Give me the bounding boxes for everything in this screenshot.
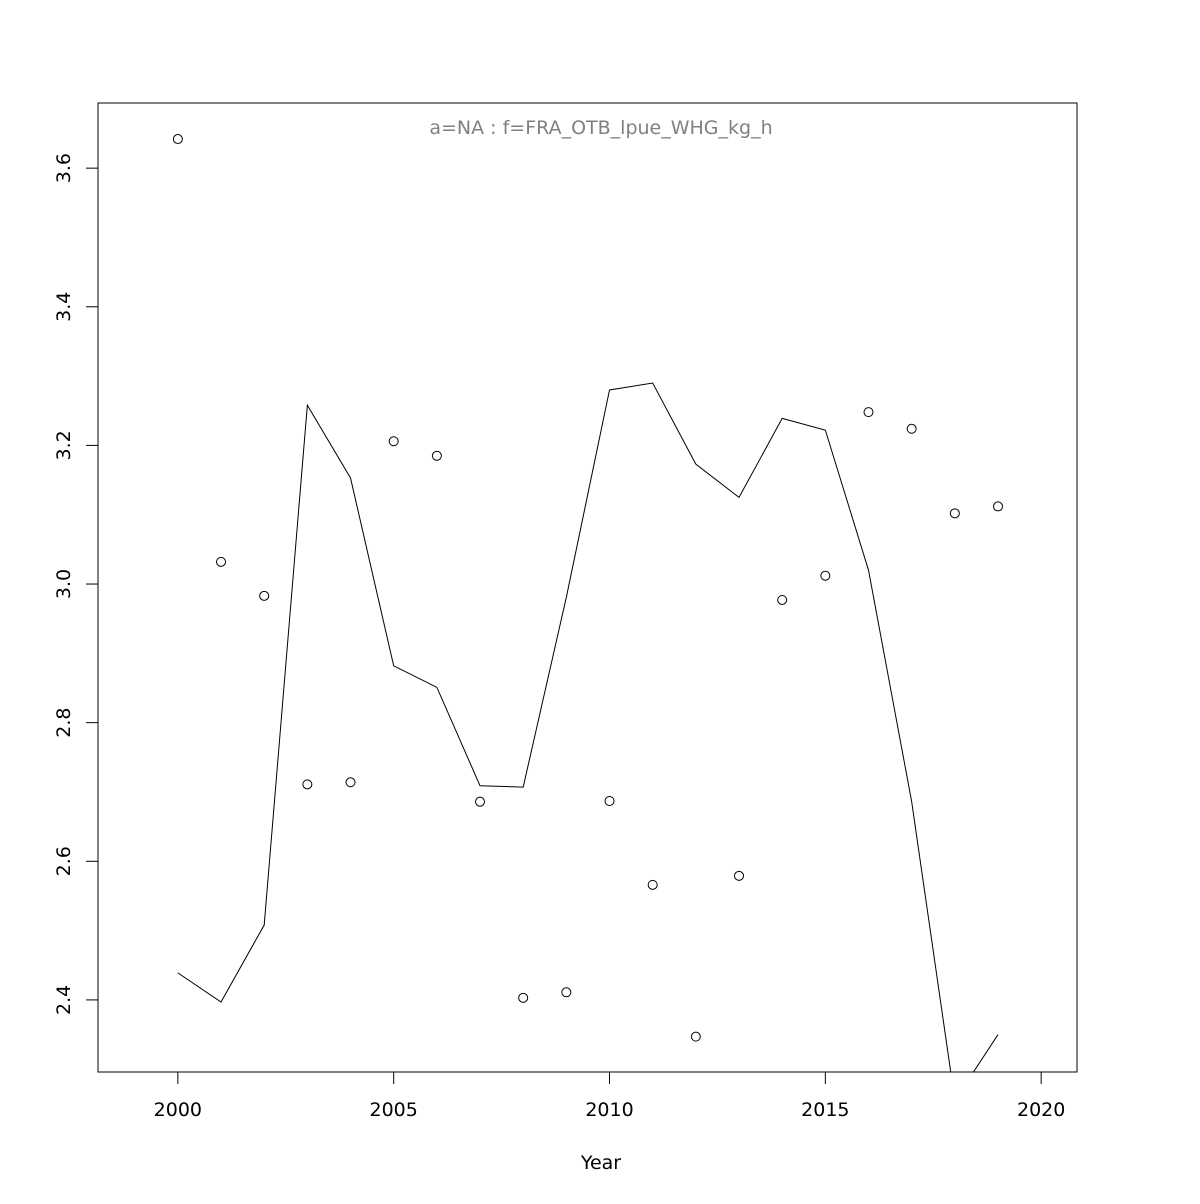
y-tick-label: 3.6	[53, 153, 75, 183]
x-tick-label: 2015	[801, 1099, 849, 1121]
data-point	[259, 590, 270, 601]
data-point	[475, 796, 486, 807]
data-point	[734, 870, 745, 881]
x-tick-label: 2010	[585, 1099, 633, 1121]
data-point	[647, 879, 658, 890]
data-point	[302, 779, 313, 790]
data-point	[345, 777, 356, 788]
plot-frame	[97, 102, 1078, 1073]
y-tick-label: 2.4	[53, 985, 75, 1015]
data-point	[216, 556, 227, 567]
data-point	[906, 423, 917, 434]
data-point	[863, 407, 874, 418]
chart-title: a=NA : f=FRA_OTB_lpue_WHG_kg_h	[429, 117, 772, 139]
data-point	[993, 501, 1004, 512]
y-tick-label: 3.2	[53, 430, 75, 460]
data-point	[172, 134, 183, 145]
data-point	[431, 450, 442, 461]
data-point	[690, 1031, 701, 1042]
data-point	[518, 992, 529, 1003]
data-point	[604, 795, 615, 806]
plot-area	[172, 134, 1004, 1072]
y-tick-label: 2.6	[53, 846, 75, 876]
data-line	[177, 382, 999, 1072]
data-point	[820, 570, 831, 581]
data-point	[777, 594, 788, 605]
data-point	[561, 987, 572, 998]
y-tick-label: 3.0	[53, 569, 75, 599]
x-axis-label: Year	[580, 1152, 621, 1174]
y-tick-label: 3.4	[53, 292, 75, 322]
x-tick-label: 2000	[154, 1099, 202, 1121]
y-tick-label: 2.8	[53, 708, 75, 738]
data-point	[949, 508, 960, 519]
x-tick-label: 2005	[370, 1099, 418, 1121]
x-tick-label: 2020	[1017, 1099, 1065, 1121]
data-point	[388, 436, 399, 447]
